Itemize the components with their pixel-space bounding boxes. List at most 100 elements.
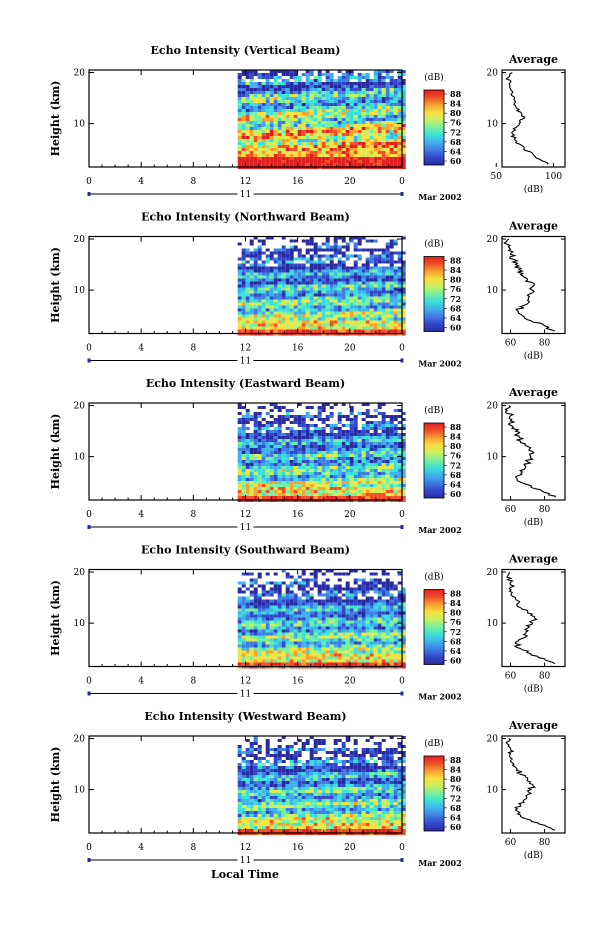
heatmap-cell	[365, 329, 370, 333]
y-axis-label: Height (km)	[49, 414, 62, 490]
heatmap-cell	[321, 572, 326, 576]
heatmap-cell	[273, 251, 278, 255]
heatmap-cell	[293, 448, 298, 451]
heatmap-cell	[317, 124, 322, 127]
heatmap-cell	[273, 647, 278, 651]
heatmap-cell	[329, 269, 334, 273]
heatmap-cell	[361, 608, 366, 612]
heatmap-cell	[313, 641, 318, 645]
heatmap-cell	[269, 602, 274, 606]
heatmap-cell	[285, 602, 290, 606]
heatmap-cell	[333, 311, 338, 315]
heatmap-cell	[341, 647, 346, 651]
heatmap-cell	[385, 145, 390, 148]
heatmap-cell	[329, 329, 334, 333]
heatmap-cell	[389, 79, 394, 82]
heatmap-cell	[377, 145, 382, 148]
heatmap-cell	[341, 650, 346, 654]
heatmap-cell	[381, 611, 386, 615]
heatmap-cell	[305, 632, 310, 636]
heatmap-cell	[293, 154, 298, 157]
heatmap-cell	[297, 647, 302, 651]
heatmap-cell	[385, 463, 390, 466]
heatmap-cell	[357, 439, 362, 442]
heatmap-cell	[333, 133, 338, 136]
heatmap-cell	[305, 73, 310, 76]
heatmap-cell	[369, 466, 374, 469]
heatmap-cell	[317, 593, 322, 597]
heatmap-cell	[313, 445, 318, 448]
heatmap-cell	[293, 487, 298, 490]
heatmap-cell	[337, 454, 342, 457]
heatmap-cell	[281, 490, 286, 493]
heatmap-cell	[265, 296, 270, 300]
heatmap-cell	[273, 266, 278, 270]
heatmap-cell	[253, 139, 258, 142]
heatmap-cell	[305, 260, 310, 264]
heatmap-cell	[377, 302, 382, 306]
heatmap-cell	[305, 623, 310, 627]
heatmap-cell	[309, 302, 314, 306]
heatmap-cell	[309, 281, 314, 285]
heatmap-cell	[349, 163, 354, 166]
heatmap-cell	[377, 454, 382, 457]
heatmap-cell	[333, 478, 338, 481]
heatmap-cell	[373, 139, 378, 142]
colorbar-tick-label: 80	[450, 275, 462, 285]
heatmap-cell	[333, 142, 338, 145]
heatmap-cell	[373, 460, 378, 463]
heatmap-cell	[273, 91, 278, 94]
heatmap-cell	[381, 326, 386, 330]
heatmap-cell	[269, 154, 274, 157]
heatmap-cell	[381, 139, 386, 142]
heatmap-cell	[385, 481, 390, 484]
heatmap-cell	[389, 88, 394, 91]
heatmap-cell	[297, 296, 302, 300]
heatmap-cell	[269, 97, 274, 100]
heatmap-cell	[345, 284, 350, 288]
heatmap-cell	[321, 484, 326, 487]
heatmap-cell	[353, 148, 358, 151]
heatmap-cell	[289, 493, 294, 496]
heatmap-cell	[277, 293, 282, 297]
heatmap-cell	[261, 94, 266, 97]
heatmap-cell	[317, 154, 322, 157]
heatmap-cell	[365, 103, 370, 106]
heatmap-cell	[393, 475, 398, 478]
heatmap-cell	[369, 94, 374, 97]
heatmap-cell	[237, 626, 242, 630]
heatmap-cell	[377, 85, 382, 88]
heatmap-cell	[357, 650, 362, 654]
heatmap-cell	[281, 296, 286, 300]
heatmap-cell	[289, 160, 294, 163]
heatmap-cell	[325, 302, 330, 306]
heatmap-cell	[285, 79, 290, 82]
heatmap-cell	[261, 433, 266, 436]
heatmap-cell	[277, 415, 282, 418]
heatmap-cell	[389, 121, 394, 124]
heatmap-cell	[377, 284, 382, 288]
heatmap-cell	[249, 647, 254, 651]
heatmap-cell	[245, 611, 250, 615]
heatmap-cell	[289, 490, 294, 493]
heatmap-cell	[257, 139, 262, 142]
heatmap-cell	[393, 305, 398, 309]
heatmap-cell	[313, 305, 318, 309]
heatmap-cell	[289, 472, 294, 475]
heatmap-cell	[381, 632, 386, 636]
heatmap-cell	[353, 287, 358, 291]
heatmap-cell	[269, 472, 274, 475]
heatmap-cell	[317, 160, 322, 163]
avg-x-label: (dB)	[524, 351, 543, 362]
heatmap-cell	[353, 326, 358, 330]
heatmap-cell	[325, 263, 330, 267]
heatmap-cell	[257, 263, 262, 267]
heatmap-cell	[389, 275, 394, 279]
heatmap-cell	[369, 326, 374, 330]
heatmap-cell	[377, 647, 382, 651]
y-axis-label: Height (km)	[49, 247, 62, 323]
heatmap-cell	[361, 490, 366, 493]
heatmap-cell	[393, 109, 398, 112]
heatmap-cell	[389, 611, 394, 615]
heatmap-cell	[361, 97, 366, 100]
